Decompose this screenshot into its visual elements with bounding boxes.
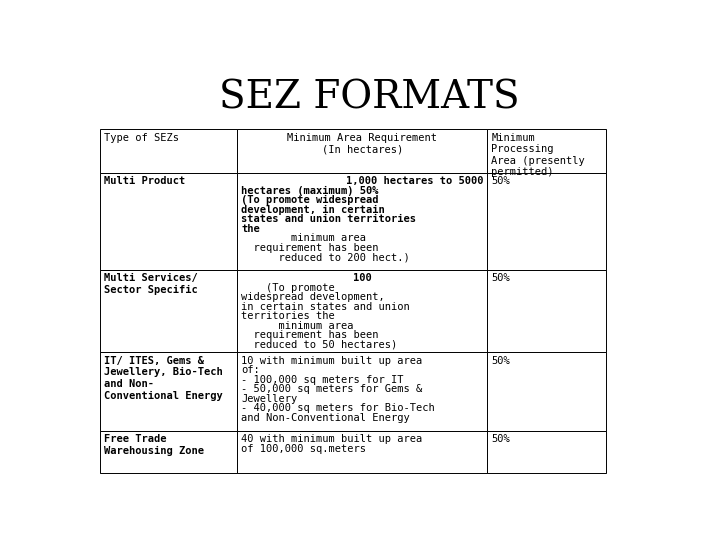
Text: 50%: 50% — [491, 177, 510, 186]
Text: 50%: 50% — [491, 273, 510, 284]
Text: reduced to 50 hectares): reduced to 50 hectares) — [241, 340, 397, 350]
Text: and Non-Conventional Energy: and Non-Conventional Energy — [241, 413, 410, 422]
Bar — [100, 129, 237, 173]
Text: of 100,000 sq.meters: of 100,000 sq.meters — [241, 444, 366, 454]
Text: Type of SEZs: Type of SEZs — [104, 133, 179, 143]
Bar — [100, 270, 237, 353]
Bar — [237, 270, 487, 353]
Text: states and union territories: states and union territories — [241, 214, 416, 224]
Text: the: the — [241, 224, 260, 234]
Text: Multi Product: Multi Product — [104, 177, 185, 186]
Text: - 40,000 sq meters for Bio-Tech: - 40,000 sq meters for Bio-Tech — [241, 403, 435, 413]
Text: - 100,000 sq meters for IT: - 100,000 sq meters for IT — [241, 375, 404, 384]
Bar — [487, 431, 606, 473]
Text: 1,000 hectares to 5000: 1,000 hectares to 5000 — [346, 177, 483, 186]
Text: territories the: territories the — [241, 311, 335, 321]
Bar — [237, 173, 487, 270]
Text: of:: of: — [241, 365, 260, 375]
Bar — [100, 353, 237, 431]
Text: development, in certain: development, in certain — [241, 205, 385, 215]
Text: (To promote widespread: (To promote widespread — [241, 195, 379, 205]
Text: Minimum Area Requirement
(In hectares): Minimum Area Requirement (In hectares) — [287, 133, 437, 154]
Text: hectares (maximum) 50%: hectares (maximum) 50% — [241, 186, 379, 196]
Text: in certain states and union: in certain states and union — [241, 302, 410, 312]
Text: 100: 100 — [353, 273, 372, 284]
Text: reduced to 200 hect.): reduced to 200 hect.) — [241, 252, 410, 262]
Text: 50%: 50% — [491, 434, 510, 444]
Bar — [100, 431, 237, 473]
Text: 10 with minimum built up area: 10 with minimum built up area — [241, 356, 423, 366]
Bar — [100, 173, 237, 270]
Text: requirement has been: requirement has been — [241, 242, 379, 253]
Text: IT/ ITES, Gems &
Jewellery, Bio-Tech
and Non-
Conventional Energy: IT/ ITES, Gems & Jewellery, Bio-Tech and… — [104, 356, 222, 401]
Text: minimum area: minimum area — [241, 321, 354, 330]
Bar — [487, 173, 606, 270]
Bar — [487, 129, 606, 173]
Text: 50%: 50% — [491, 356, 510, 366]
Text: - 50,000 sq meters for Gems &: - 50,000 sq meters for Gems & — [241, 384, 423, 394]
Bar — [487, 353, 606, 431]
Bar — [237, 353, 487, 431]
Text: Minimum
Processing
Area (presently
permitted): Minimum Processing Area (presently permi… — [491, 133, 585, 177]
Text: Multi Services/
Sector Specific: Multi Services/ Sector Specific — [104, 273, 198, 295]
Text: requirement has been: requirement has been — [241, 330, 379, 340]
Bar — [237, 431, 487, 473]
Text: (To promote: (To promote — [241, 283, 335, 293]
Text: minimum area: minimum area — [241, 233, 366, 243]
Text: Free Trade
Warehousing Zone: Free Trade Warehousing Zone — [104, 434, 204, 456]
Text: SEZ FORMATS: SEZ FORMATS — [219, 79, 519, 116]
Bar — [237, 129, 487, 173]
Text: Jewellery: Jewellery — [241, 394, 297, 403]
Text: widespread development,: widespread development, — [241, 292, 385, 302]
Text: 40 with minimum built up area: 40 with minimum built up area — [241, 434, 423, 444]
Bar — [487, 270, 606, 353]
